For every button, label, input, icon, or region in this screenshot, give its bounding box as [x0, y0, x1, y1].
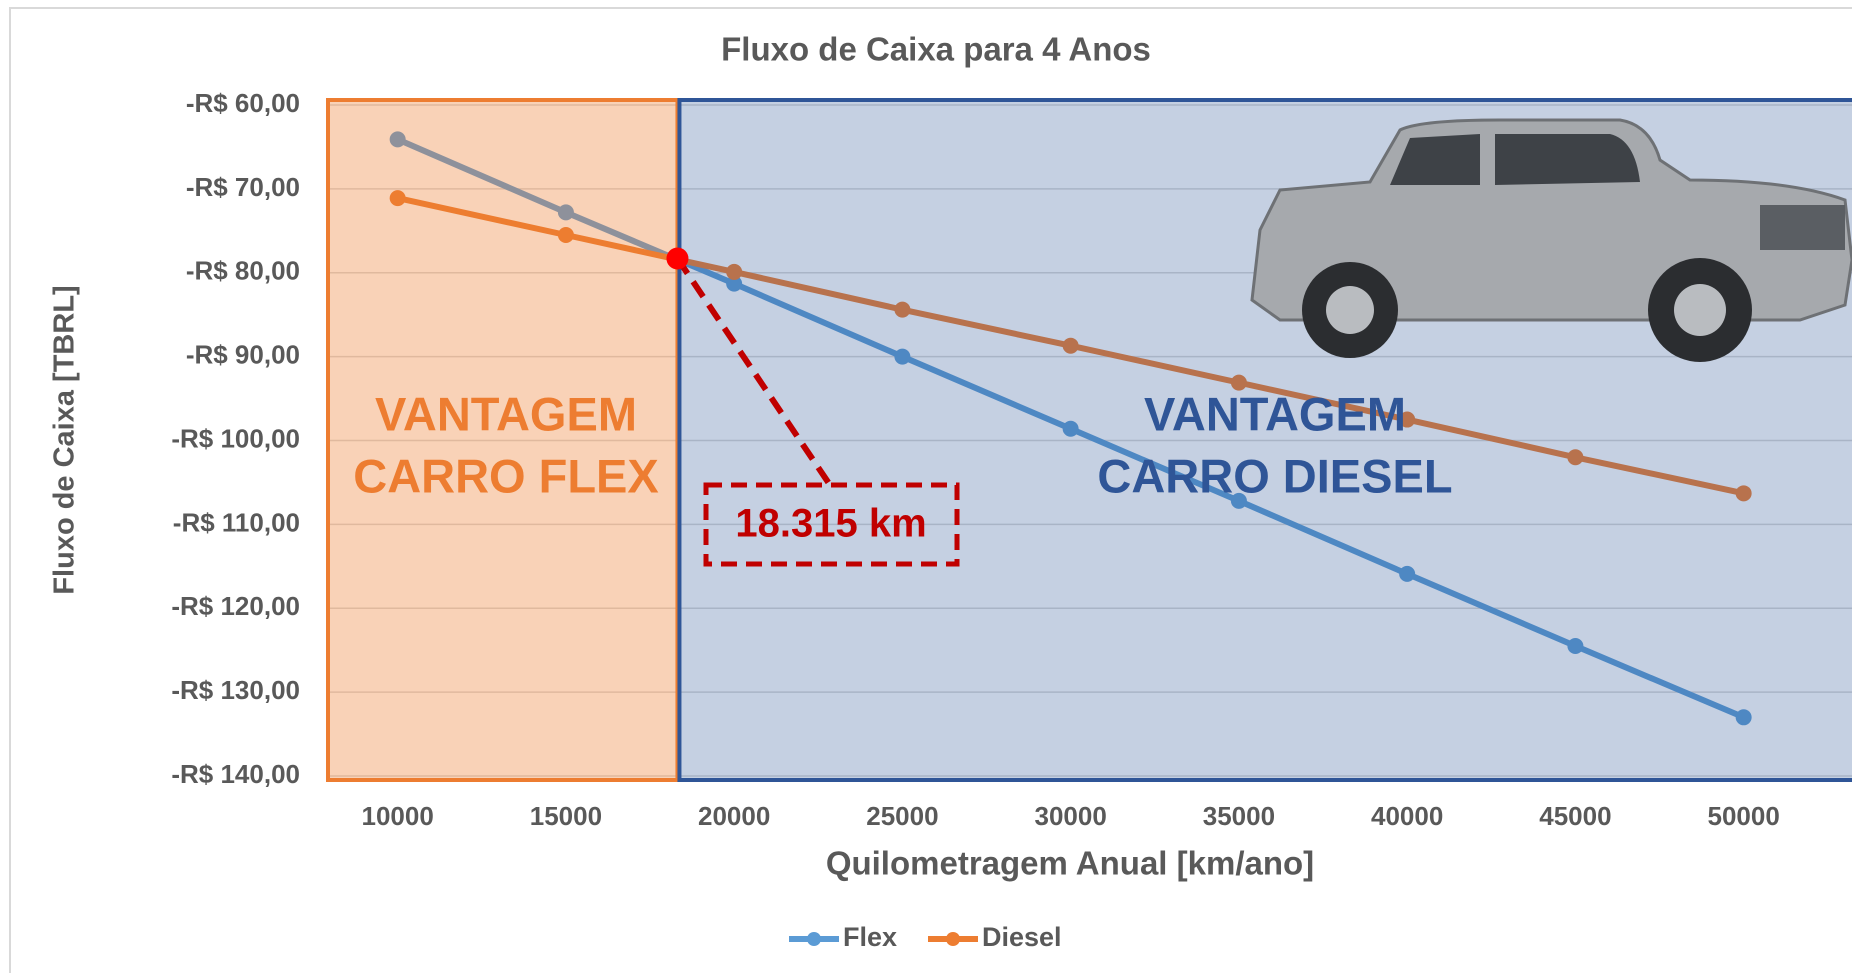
point — [1230, 492, 1247, 509]
point — [1399, 565, 1416, 582]
truck — [1250, 118, 1852, 362]
y-tick-label: -R$ 120,00 — [171, 591, 300, 621]
plot — [389, 131, 1752, 726]
y-tick-label: -R$ 130,00 — [171, 675, 300, 705]
legend: Flex Diesel — [789, 922, 1062, 952]
legend-label: Diesel — [982, 922, 1062, 952]
y-tick-label: -R$ 80,00 — [186, 256, 300, 286]
y-tick-label: -R$ 70,00 — [186, 172, 300, 202]
region-flex — [326, 98, 680, 782]
region-label: VANTAGEM — [375, 387, 637, 440]
point — [1399, 411, 1416, 428]
point — [1062, 420, 1079, 437]
y-tick-label: -R$ 140,00 — [171, 759, 300, 789]
region-label: CARRO DIESEL — [1097, 449, 1452, 502]
x-tick-label: 35000 — [1203, 801, 1275, 831]
x-tick-label: 15000 — [530, 801, 602, 831]
point — [1567, 637, 1584, 654]
chart-title: Fluxo de Caixa para 4 Anos — [721, 31, 1151, 68]
y-axis-label: Fluxo de Caixa [TBRL] — [49, 285, 81, 594]
region-label: VANTAGEM — [1144, 387, 1406, 440]
point — [1062, 337, 1079, 354]
y-tick-label: -R$ 60,00 — [186, 88, 300, 118]
y-tick-label: -R$ 110,00 — [173, 507, 300, 537]
x-tick-label: 10000 — [361, 801, 433, 831]
point — [894, 348, 911, 365]
legend-marker — [946, 932, 960, 946]
point — [726, 275, 743, 292]
x-tick-label: 30000 — [1034, 801, 1106, 831]
point — [389, 190, 406, 207]
legend-label: Flex — [843, 922, 897, 952]
annotation: VANTAGEM CARRO FLEX VANTAGEM CARRO DIESEL 18… — [353, 247, 1453, 567]
point — [1567, 449, 1584, 466]
x-tick-label: 25000 — [866, 801, 938, 831]
point — [1735, 709, 1752, 726]
x-axis-label: Quilometragem Anual [km/ano] — [826, 845, 1314, 882]
crossover-box — [703, 482, 960, 567]
point — [557, 204, 574, 221]
crossover-leader — [674, 256, 833, 487]
x-tick-label: 20000 — [698, 801, 770, 831]
point — [1230, 374, 1247, 391]
legend-marker — [807, 932, 821, 946]
point — [557, 227, 574, 244]
regions — [326, 98, 1852, 782]
grid: -R$ 60,00 -R$ 70,00 -R$ 80,00 -R$ 90,00 -R$ … — [171, 88, 1852, 831]
point — [1735, 485, 1752, 502]
y-tick-label: -R$ 100,00 — [171, 423, 300, 453]
x-tick-label: 40000 — [1371, 801, 1443, 831]
point — [894, 301, 911, 318]
x-tick-label: 50000 — [1707, 801, 1779, 831]
region-label: CARRO FLEX — [353, 449, 659, 502]
point — [726, 263, 743, 280]
crossover-point — [666, 247, 689, 270]
x-tick-label: 45000 — [1539, 801, 1611, 831]
crossover-label: 18.315 km — [735, 502, 926, 546]
point — [389, 131, 406, 148]
y-tick-label: -R$ 90,00 — [186, 340, 300, 370]
